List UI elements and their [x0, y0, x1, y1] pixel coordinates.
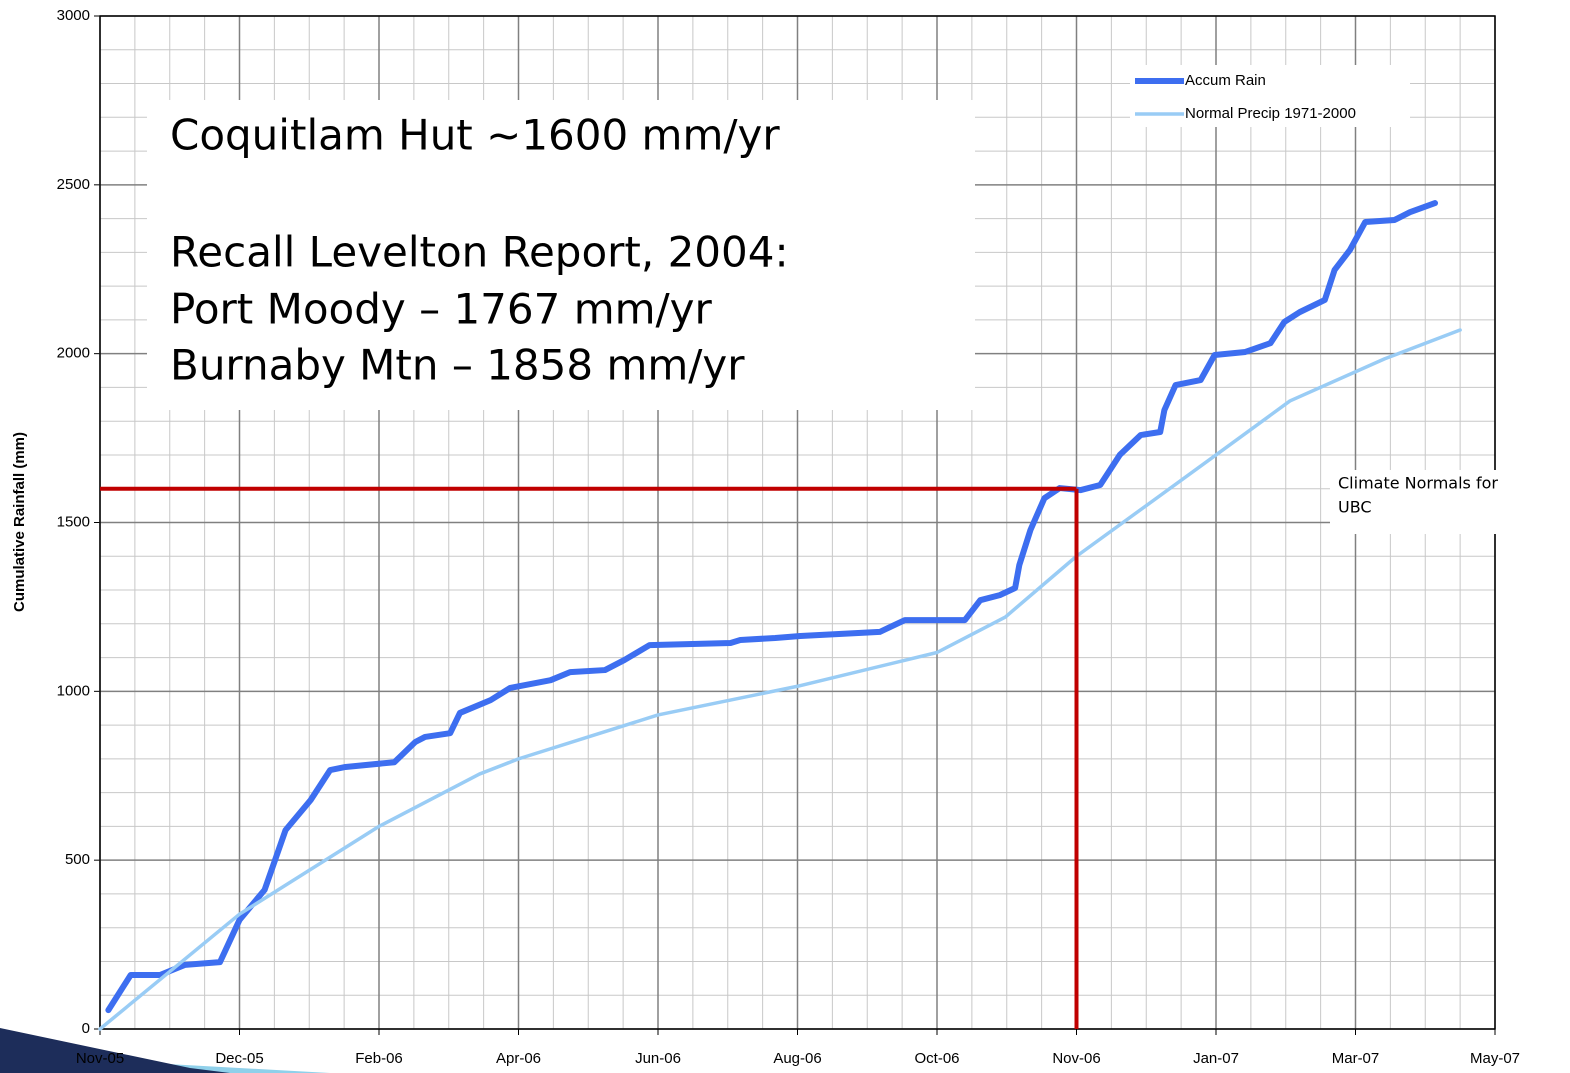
x-tick-label: Mar-07	[1332, 1050, 1380, 1067]
note-box	[1330, 470, 1570, 534]
x-tick-label: May-07	[1470, 1050, 1520, 1067]
x-tick-label: Jan-07	[1193, 1050, 1239, 1067]
y-tick-label: 0	[82, 1020, 90, 1037]
x-tick-label: Nov-05	[76, 1050, 124, 1067]
x-tick-label: Feb-06	[355, 1050, 403, 1067]
x-tick-label: Apr-06	[496, 1050, 541, 1067]
annotation-line: Burnaby Mtn – 1858 mm/yr	[170, 341, 745, 390]
y-tick-label: 3000	[57, 7, 90, 24]
y-tick-label: 1000	[57, 682, 90, 699]
x-tick-label: Nov-06	[1052, 1050, 1100, 1067]
legend-label: Normal Precip 1971-2000	[1185, 105, 1356, 122]
y-tick-label: 1500	[57, 513, 90, 530]
y-tick-label: 2500	[57, 176, 90, 193]
note-line: Climate Normals for	[1338, 474, 1498, 493]
annotation-line: Coquitlam Hut ~1600 mm/yr	[170, 111, 780, 160]
x-tick-label: Jun-06	[635, 1050, 681, 1067]
plot	[98, 200, 1462, 1031]
legend-box	[1130, 65, 1410, 127]
x-tick-label: Dec-05	[215, 1050, 263, 1067]
legend-label: Accum Rain	[1185, 72, 1266, 89]
y-axis-label: Cumulative Rainfall (mm)	[11, 432, 28, 612]
x-tick-label: Aug-06	[773, 1050, 821, 1067]
annotation-line: Port Moody – 1767 mm/yr	[170, 285, 713, 334]
annotation-line: Recall Levelton Report, 2004:	[170, 228, 789, 277]
y-tick-label: 500	[65, 851, 90, 868]
series-line	[98, 328, 1462, 1031]
series-line	[105, 200, 1439, 1014]
note-line: UBC	[1338, 498, 1372, 517]
y-tick-label: 2000	[57, 345, 90, 362]
corner-decoration	[0, 1028, 230, 1073]
x-tick-label: Oct-06	[914, 1050, 959, 1067]
annotation-box	[147, 100, 975, 410]
